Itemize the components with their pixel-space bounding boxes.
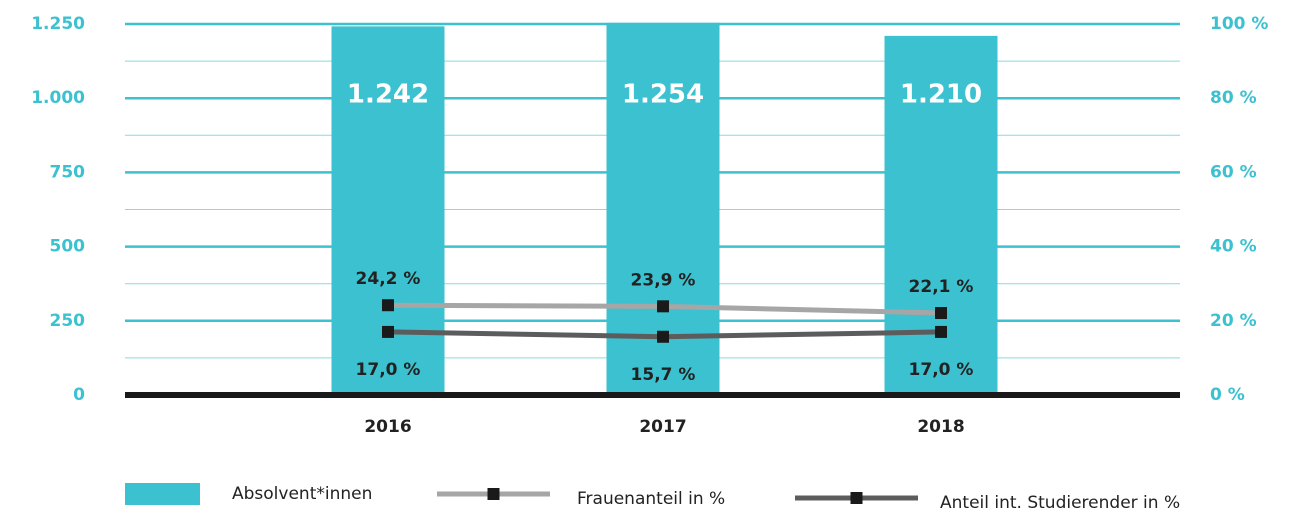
legend-label: Absolvent*innen bbox=[232, 484, 372, 504]
point bbox=[935, 325, 947, 338]
x-tick-label: 2017 bbox=[639, 417, 686, 437]
point-label: 15,7 % bbox=[631, 365, 696, 385]
point bbox=[935, 307, 947, 320]
y2-tick-label: 0 % bbox=[1210, 385, 1245, 405]
x-tick-label: 2016 bbox=[364, 417, 411, 437]
legend-swatch bbox=[125, 483, 200, 505]
y-tick-label: 750 bbox=[50, 162, 86, 182]
legend-marker bbox=[850, 492, 863, 504]
y2-tick-label: 20 % bbox=[1210, 311, 1257, 331]
x-tick-label: 2018 bbox=[917, 417, 964, 437]
point bbox=[657, 330, 669, 343]
point-label: 17,0 % bbox=[909, 360, 974, 380]
y-tick-label: 250 bbox=[50, 311, 86, 331]
point bbox=[382, 299, 394, 312]
y-tick-label: 1.250 bbox=[31, 14, 85, 34]
y2-tick-label: 40 % bbox=[1210, 237, 1257, 257]
y-tick-label: 1.000 bbox=[31, 88, 85, 108]
point-label: 23,9 % bbox=[631, 270, 696, 290]
point-label: 22,1 % bbox=[909, 277, 974, 297]
bar-label: 1.242 bbox=[347, 80, 429, 110]
y2-tick-label: 100 % bbox=[1210, 14, 1268, 34]
legend-label: Frauenanteil in % bbox=[577, 489, 725, 509]
bar-label: 1.254 bbox=[622, 80, 704, 110]
point bbox=[657, 300, 669, 313]
bar-label: 1.210 bbox=[900, 80, 982, 110]
y-tick-label: 0 bbox=[73, 385, 85, 405]
y2-tick-label: 80 % bbox=[1210, 88, 1257, 108]
point-label: 17,0 % bbox=[356, 360, 421, 380]
legend-marker bbox=[487, 488, 500, 500]
point-label: 24,2 % bbox=[356, 269, 421, 289]
point bbox=[382, 325, 394, 338]
legend-label: Anteil int. Studierender in % bbox=[940, 493, 1180, 513]
y-tick-label: 500 bbox=[50, 237, 86, 257]
y2-tick-label: 60 % bbox=[1210, 162, 1257, 182]
